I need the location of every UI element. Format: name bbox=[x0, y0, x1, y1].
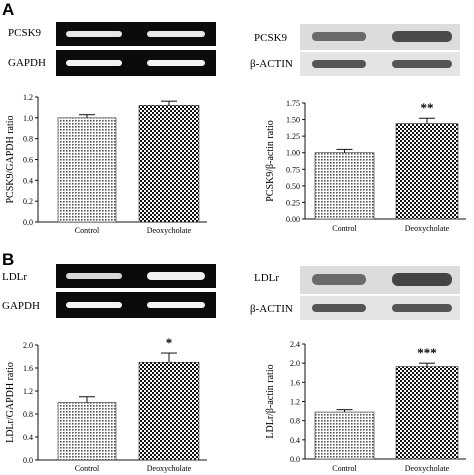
blot-label-a-left-2: GAPDH bbox=[8, 57, 46, 69]
blot-b-left-top bbox=[56, 264, 216, 288]
x-tick-label: Control bbox=[332, 224, 357, 233]
significance-mark: *** bbox=[417, 345, 437, 360]
y-tick-label: 1.6 bbox=[23, 364, 33, 373]
panel-letter-b: B bbox=[2, 250, 14, 269]
y-tick-label: 1.75 bbox=[286, 99, 300, 108]
bar bbox=[138, 105, 200, 223]
blot-b-right-top bbox=[300, 266, 460, 294]
y-tick-label: 0.0 bbox=[290, 455, 300, 464]
y-tick-label: 1.2 bbox=[23, 93, 33, 102]
y-tick-label: 0.25 bbox=[286, 198, 300, 207]
y-tick-label: 1.00 bbox=[286, 149, 300, 158]
y-tick-label: 0.4 bbox=[23, 433, 33, 442]
y-tick-label: 0.0 bbox=[23, 218, 33, 227]
bar bbox=[138, 361, 200, 461]
y-tick-label: 0.8 bbox=[290, 417, 300, 426]
panel-letter-a: A bbox=[2, 0, 14, 19]
y-tick-label: 0.00 bbox=[286, 215, 300, 224]
blot-label-a-right-1: PCSK9 bbox=[254, 32, 288, 44]
chart-ldlr-actin: 0.0 0.4 0.8 1.2 1.6 2.0 2.4 LDLr/β-actin ratio C… bbox=[265, 340, 466, 473]
y-tick-label: 0.8 bbox=[23, 410, 33, 419]
blot-label-a-left-1: PCSK9 bbox=[8, 27, 42, 39]
y-tick-label: 1.0 bbox=[23, 114, 33, 123]
blot-a-left-bottom bbox=[56, 50, 216, 76]
bar bbox=[395, 366, 459, 460]
blot-b-right-bottom bbox=[300, 296, 460, 320]
y-tick-label: 1.2 bbox=[290, 398, 300, 407]
y-tick-label: 0.8 bbox=[23, 135, 33, 144]
chart-pcsk9-actin: 0.00 0.25 0.50 0.75 1.00 1.25 1.50 1.75 PCSK9/β-… bbox=[265, 99, 466, 233]
bar bbox=[395, 123, 459, 220]
bar bbox=[57, 402, 117, 461]
blot-label-b-right-1: LDLr bbox=[254, 272, 279, 284]
bar bbox=[314, 152, 375, 220]
y-tick-label: 1.50 bbox=[286, 116, 300, 125]
significance-mark: * bbox=[166, 335, 173, 350]
bar bbox=[57, 117, 117, 223]
blot-label-a-right-2: β-ACTIN bbox=[250, 58, 293, 70]
y-tick-label: 0.4 bbox=[290, 436, 300, 445]
y-tick-label: 0.2 bbox=[23, 197, 33, 206]
x-tick-label: Control bbox=[332, 464, 357, 473]
bar bbox=[314, 411, 375, 460]
blot-a-right-top bbox=[300, 24, 460, 50]
y-tick-label: 2.4 bbox=[290, 340, 300, 349]
significance-mark: ** bbox=[421, 100, 434, 115]
y-tick-label: 2.0 bbox=[290, 359, 300, 368]
x-tick-label: Control bbox=[75, 464, 100, 473]
y-axis-label: LDLr/GAPDH ratio bbox=[5, 362, 16, 443]
blot-a-right-bottom bbox=[300, 52, 460, 76]
y-axis-label: PCSK9/GAPDH ratio bbox=[5, 115, 16, 203]
y-tick-label: 0.0 bbox=[23, 456, 33, 465]
blot-b-left-bottom bbox=[56, 292, 216, 318]
chart-pcsk9-gapdh: 0.0 0.2 0.4 0.6 0.8 1.0 1.2 PCSK9/GAPDH ratio Co… bbox=[5, 93, 207, 235]
x-tick-label: Deoxycholate bbox=[147, 464, 192, 473]
y-axis-label: PCSK9/β-actin ratio bbox=[265, 120, 276, 201]
y-tick-label: 1.25 bbox=[286, 132, 300, 141]
y-tick-label: 0.50 bbox=[286, 182, 300, 191]
blot-label-b-right-2: β-ACTIN bbox=[250, 303, 293, 315]
y-tick-label: 0.6 bbox=[23, 156, 33, 165]
blot-a-left-top bbox=[56, 22, 216, 46]
y-tick-label: 1.2 bbox=[23, 387, 33, 396]
chart-ldlr-gapdh: 0.0 0.4 0.8 1.2 1.6 2.0 LDLr/GAPDH ratio Contro… bbox=[5, 335, 207, 473]
y-tick-label: 1.6 bbox=[290, 378, 300, 387]
y-tick-label: 0.4 bbox=[23, 176, 33, 185]
y-tick-label: 0.75 bbox=[286, 165, 300, 174]
x-tick-label: Control bbox=[75, 226, 100, 235]
y-axis-label: LDLr/β-actin ratio bbox=[265, 364, 276, 438]
x-tick-label: Deoxycholate bbox=[405, 464, 450, 473]
blot-label-b-left-1: LDLr bbox=[2, 271, 27, 283]
x-tick-label: Deoxycholate bbox=[147, 226, 192, 235]
blot-label-b-left-2: GAPDH bbox=[2, 300, 40, 312]
x-tick-label: Deoxycholate bbox=[405, 224, 450, 233]
y-tick-label: 2.0 bbox=[23, 341, 33, 350]
